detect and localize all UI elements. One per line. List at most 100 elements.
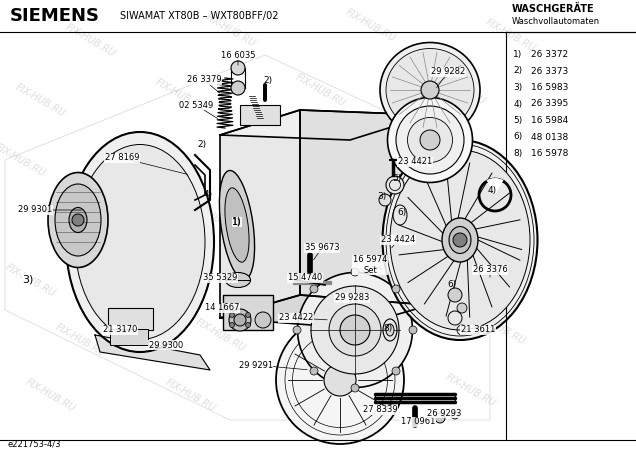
Text: FIX-HUB.RU: FIX-HUB.RU	[63, 22, 117, 58]
Text: 02 5349: 02 5349	[179, 100, 213, 109]
Ellipse shape	[311, 286, 399, 374]
Text: 23 4422: 23 4422	[279, 314, 313, 323]
Text: 26 3395: 26 3395	[531, 99, 569, 108]
Circle shape	[255, 312, 271, 328]
Text: 16 5984: 16 5984	[531, 116, 569, 125]
Text: FIX-HUB.RU: FIX-HUB.RU	[303, 372, 357, 408]
Text: FIX-HUB.RU: FIX-HUB.RU	[293, 72, 347, 108]
Text: 4): 4)	[487, 185, 497, 194]
Text: FIX-HUB.RU: FIX-HUB.RU	[163, 377, 217, 414]
Text: 1): 1)	[232, 217, 242, 226]
Text: 3): 3)	[513, 83, 523, 92]
Text: 1): 1)	[513, 50, 523, 59]
Polygon shape	[220, 110, 300, 318]
Polygon shape	[220, 295, 430, 328]
Text: 16 5974
Set: 16 5974 Set	[353, 255, 387, 274]
FancyBboxPatch shape	[223, 295, 273, 330]
Text: 21 3170: 21 3170	[103, 325, 137, 334]
Ellipse shape	[396, 106, 464, 174]
Circle shape	[451, 411, 459, 419]
Ellipse shape	[386, 49, 474, 131]
Text: 2): 2)	[197, 140, 207, 149]
Text: FIX-HUB.RU: FIX-HUB.RU	[423, 250, 477, 286]
Text: SIWAMAT XT80B – WXT80BFF/02: SIWAMAT XT80B – WXT80BFF/02	[120, 11, 279, 21]
Circle shape	[310, 367, 318, 375]
Text: 35 5329: 35 5329	[203, 274, 237, 283]
Ellipse shape	[226, 273, 251, 288]
Text: FIX-HUB.RU: FIX-HUB.RU	[183, 197, 237, 234]
Text: 27 8339: 27 8339	[363, 405, 398, 414]
Text: 5): 5)	[392, 174, 401, 183]
Ellipse shape	[442, 218, 478, 262]
Ellipse shape	[324, 364, 356, 396]
Ellipse shape	[380, 42, 480, 138]
Polygon shape	[95, 335, 210, 370]
Wedge shape	[487, 178, 504, 195]
Text: FIX-HUB.RU: FIX-HUB.RU	[193, 317, 247, 353]
Ellipse shape	[219, 171, 254, 279]
Ellipse shape	[229, 309, 251, 331]
Ellipse shape	[69, 207, 87, 233]
Text: FIX-HUB.RU: FIX-HUB.RU	[123, 137, 177, 173]
Text: FIX-HUB.RU: FIX-HUB.RU	[443, 372, 497, 408]
Ellipse shape	[75, 144, 205, 339]
Text: 3): 3)	[377, 192, 387, 201]
Text: 23 4421: 23 4421	[398, 158, 432, 166]
FancyBboxPatch shape	[108, 308, 153, 330]
Text: 2): 2)	[513, 67, 522, 76]
Circle shape	[392, 367, 400, 375]
Text: 3): 3)	[22, 275, 34, 285]
Text: FIX-HUB.RU: FIX-HUB.RU	[3, 261, 57, 298]
Ellipse shape	[390, 150, 530, 330]
Ellipse shape	[48, 172, 108, 267]
Text: WASCHGERÄTE: WASCHGERÄTE	[512, 4, 595, 14]
Text: FIX-HUB.RU: FIX-HUB.RU	[343, 7, 397, 43]
Ellipse shape	[298, 273, 413, 387]
Text: 2): 2)	[263, 76, 273, 85]
Circle shape	[420, 130, 440, 150]
Ellipse shape	[225, 188, 249, 262]
Text: 23 4424: 23 4424	[381, 235, 415, 244]
Text: e221753-4/3: e221753-4/3	[8, 440, 62, 449]
Ellipse shape	[234, 314, 246, 326]
Ellipse shape	[329, 304, 381, 356]
Circle shape	[310, 285, 318, 293]
Circle shape	[448, 288, 462, 302]
Text: FIX-HUB.RU: FIX-HUB.RU	[204, 12, 257, 48]
Circle shape	[340, 315, 370, 345]
Text: 6): 6)	[447, 280, 457, 289]
Text: 29 9300: 29 9300	[149, 341, 183, 350]
Text: FIX-HUB.RU: FIX-HUB.RU	[403, 130, 457, 166]
Ellipse shape	[55, 184, 101, 256]
Text: 26 9293: 26 9293	[427, 409, 461, 418]
Text: 26 3379: 26 3379	[187, 76, 221, 85]
Circle shape	[245, 323, 251, 328]
Circle shape	[245, 312, 251, 318]
Circle shape	[230, 312, 235, 318]
Polygon shape	[300, 110, 430, 305]
Ellipse shape	[276, 316, 404, 444]
Text: FIX-HUB.RU: FIX-HUB.RU	[53, 322, 107, 358]
Text: FIX-HUB.RU: FIX-HUB.RU	[153, 76, 207, 113]
Circle shape	[72, 214, 84, 226]
Text: FIX-HUB.RU: FIX-HUB.RU	[283, 252, 336, 288]
Ellipse shape	[386, 324, 394, 336]
Text: 26 3373: 26 3373	[531, 67, 569, 76]
Text: 21 3611: 21 3611	[461, 325, 495, 334]
Text: 48 0138: 48 0138	[531, 132, 569, 141]
Text: 15 4740: 15 4740	[288, 274, 322, 283]
Text: FIX-HUB.RU: FIX-HUB.RU	[473, 310, 527, 346]
Text: FIX-HUB.RU: FIX-HUB.RU	[263, 132, 317, 168]
Text: 16 5978: 16 5978	[531, 149, 569, 158]
Ellipse shape	[386, 176, 404, 194]
Circle shape	[392, 285, 400, 293]
Circle shape	[230, 323, 235, 328]
Ellipse shape	[231, 81, 245, 95]
Text: 26 3376: 26 3376	[473, 266, 508, 274]
Circle shape	[457, 303, 467, 313]
Text: FIX-HUB.RU: FIX-HUB.RU	[323, 192, 377, 228]
Text: FIX-HUB.RU: FIX-HUB.RU	[483, 17, 537, 54]
Text: 4): 4)	[513, 99, 522, 108]
Text: 29 9283: 29 9283	[335, 293, 369, 302]
Text: 29 9282: 29 9282	[431, 68, 465, 76]
